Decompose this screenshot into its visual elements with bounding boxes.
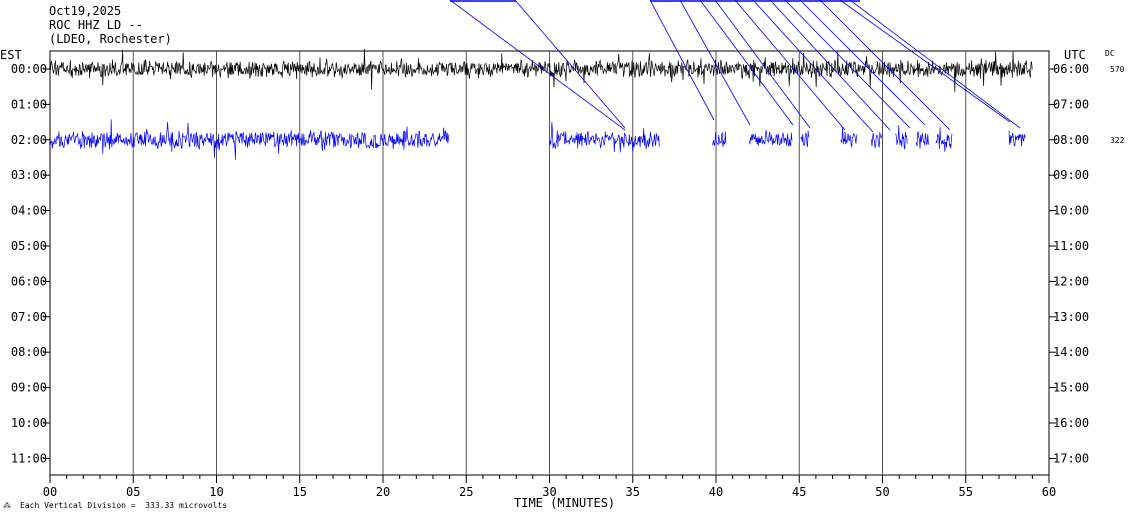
x-tick-label: 50 (875, 485, 889, 499)
scale-icon: ⁂ (3, 501, 11, 510)
trace-dc-value: 322 (1110, 136, 1125, 145)
event-pointer-line (514, 0, 626, 129)
event-pointer-line (679, 0, 751, 126)
event-pointer-line (752, 0, 874, 133)
seismic-trace-segment (800, 130, 810, 147)
event-pointer-line (769, 0, 891, 131)
seismic-trace-segment (870, 131, 883, 148)
event-pointer-line (699, 0, 794, 126)
x-tick-label: 10 (209, 485, 223, 499)
event-pointer-line (839, 0, 1011, 123)
right-hour-label: 15:00 (1053, 381, 1089, 395)
left-hour-label: 08:00 (11, 345, 47, 359)
event-pointer-line (734, 0, 846, 131)
left-hour-label: 00:00 (11, 62, 47, 76)
right-hour-label: 10:00 (1053, 204, 1089, 218)
left-hour-label: 11:00 (11, 451, 47, 465)
event-pointer-line (784, 0, 911, 129)
right-hour-label: 07:00 (1053, 97, 1089, 111)
network-name: (LDEO, Rochester) (49, 32, 172, 46)
right-hour-label: 11:00 (1053, 239, 1089, 253)
x-axis-label: TIME (MINUTES) (514, 496, 616, 510)
x-tick-label: 55 (959, 485, 973, 499)
x-tick-label: 45 (792, 485, 806, 499)
right-hour-label: 16:00 (1053, 416, 1089, 430)
left-hour-label: 06:00 (11, 274, 47, 288)
right-hour-label: 08:00 (1053, 133, 1089, 147)
dc-header-label: DC (1105, 49, 1115, 58)
right-timezone-label: UTC (1064, 48, 1086, 62)
x-tick-label: 25 (459, 485, 473, 499)
x-tick-label: 05 (126, 485, 140, 499)
right-hour-label: 14:00 (1053, 345, 1089, 359)
trace-dc-value: 570 (1110, 65, 1125, 74)
seismic-trace-segment (840, 126, 858, 148)
right-hour-label: 12:00 (1053, 274, 1089, 288)
right-hour-label: 06:00 (1053, 62, 1089, 76)
left-hour-label: 02:00 (11, 133, 47, 147)
seismic-trace-segment (895, 125, 908, 150)
x-tick-label: 60 (1042, 485, 1056, 499)
x-tick-label: 35 (626, 485, 640, 499)
seismic-trace-segment (935, 127, 953, 152)
seismic-trace-segment (915, 131, 929, 149)
left-hour-label: 04:00 (11, 204, 47, 218)
seismic-trace-segment (549, 121, 660, 153)
left-hour-label: 10:00 (11, 416, 47, 430)
right-hour-label: 09:00 (1053, 168, 1089, 182)
left-timezone-label: EST (0, 48, 22, 62)
event-pointer-line (819, 0, 951, 131)
station-code: ROC HHZ LD -- (49, 18, 143, 32)
left-hour-label: 07:00 (11, 310, 47, 324)
left-hour-label: 01:00 (11, 97, 47, 111)
x-tick-label: 20 (376, 485, 390, 499)
x-tick-label: 00 (43, 485, 57, 499)
event-pointer-line (449, 0, 626, 131)
seismic-trace-segment (49, 48, 1033, 93)
seismic-trace-segment (712, 131, 727, 147)
left-hour-label: 09:00 (11, 381, 47, 395)
seismic-trace-segment (748, 129, 793, 147)
left-hour-label: 03:00 (11, 168, 47, 182)
event-pointer-line (649, 0, 715, 121)
x-tick-label: 40 (709, 485, 723, 499)
x-tick-label: 15 (293, 485, 307, 499)
seismic-trace-segment (49, 119, 450, 160)
right-hour-label: 13:00 (1053, 310, 1089, 324)
right-hour-label: 17:00 (1053, 451, 1089, 465)
left-hour-label: 05:00 (11, 239, 47, 253)
event-pointer-line (714, 0, 811, 129)
seismic-trace-segment (1008, 130, 1026, 147)
chart-date: Oct19,2025 (49, 4, 122, 18)
event-pointer-line (849, 0, 1021, 129)
x-tick-label: 30 (542, 485, 556, 499)
event-pointer-line (799, 0, 926, 126)
vertical-division-note: Each Vertical Division = 333.33 microvol… (20, 501, 228, 510)
